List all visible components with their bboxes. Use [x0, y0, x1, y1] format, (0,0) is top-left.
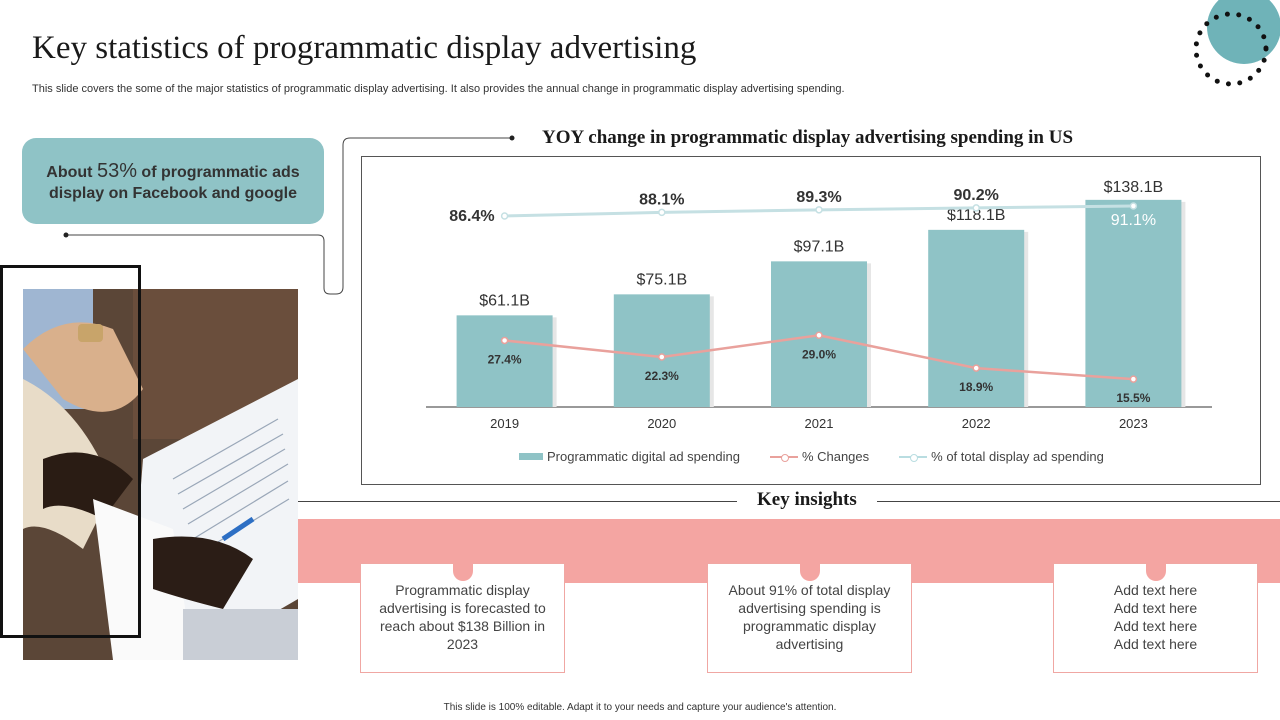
bar-value-label: $75.1B: [636, 271, 687, 288]
changes-data-label: 18.9%: [959, 380, 993, 394]
combo-chart: $61.1B $75.1B $97.1B $118.1B $138.1B 2019 2020…: [426, 179, 1212, 431]
stat-prefix: About: [46, 163, 97, 181]
changes-point: [500, 336, 509, 345]
photo-illustration: [23, 289, 298, 660]
legend-item-changes: % Changes: [769, 449, 870, 464]
insight-text: Programmatic display advertising is fore…: [379, 582, 546, 652]
x-tick-label: 2020: [647, 416, 676, 431]
changes-point: [972, 364, 980, 372]
share-data-label: 90.2%: [954, 187, 999, 204]
changes-data-label: 27.4%: [488, 352, 522, 366]
slide-title: Key statistics of programmatic display a…: [32, 30, 697, 66]
photo-document-review: [23, 289, 298, 660]
legend-item-share: % of total display ad spending: [899, 449, 1104, 464]
chart-legend: Programmatic digital ad spending % Chang…: [519, 449, 1104, 464]
bar: [613, 294, 710, 407]
bar-value-label: $61.1B: [479, 292, 530, 309]
decorative-circle: [1207, 0, 1280, 64]
changes-data-label: 15.5%: [1116, 391, 1150, 405]
insight-card: Programmatic display advertising is fore…: [360, 563, 565, 673]
bar: [1085, 199, 1182, 407]
card-notch: [452, 563, 473, 581]
bar-value-label: $138.1B: [1104, 179, 1164, 196]
chart-container: $61.1B $75.1B $97.1B $118.1B $138.1B 2019 2020…: [361, 156, 1261, 485]
insight-text: Add text here Add text here Add text her…: [1113, 582, 1198, 652]
insight-text: About 91% of total display advertising s…: [728, 582, 891, 652]
share-data-label: 89.3%: [796, 189, 841, 206]
stat-percentage: 53%: [96, 159, 137, 182]
insight-card: Add text here Add text here Add text her…: [1053, 563, 1258, 673]
card-notch: [1145, 563, 1166, 581]
changes-point: [1129, 375, 1138, 383]
slide-subtitle: This slide covers the some of the major …: [32, 83, 845, 95]
legend-label-spending: Programmatic digital ad spending: [547, 449, 740, 464]
share-point: [658, 208, 666, 217]
share-point: [1129, 202, 1138, 210]
bar: [456, 315, 553, 407]
bar-value-label: $118.1B: [947, 207, 1005, 224]
share-point: [500, 212, 509, 220]
bar-value-label: $97.1B: [794, 238, 845, 255]
bar: [928, 229, 1025, 407]
legend-label-changes: % Changes: [801, 449, 870, 464]
legend-item-spending: Programmatic digital ad spending: [519, 449, 740, 464]
photo-frame: [0, 265, 141, 638]
x-tick-label: 2023: [1119, 416, 1148, 431]
share-data-label: 88.1%: [639, 191, 684, 208]
share-data-label: 91.1%: [1111, 212, 1156, 229]
legend-bar-swatch: [519, 453, 543, 460]
chart-title: YOY change in programmatic display adver…: [542, 127, 1074, 148]
decorative-dotted-ring: [1193, 11, 1269, 87]
footer-note: This slide is 100% editable. Adapt it to…: [443, 702, 837, 713]
share-point: [972, 204, 980, 212]
changes-data-label: 29.0%: [802, 347, 836, 361]
x-tick-label: 2021: [805, 416, 834, 431]
changes-point: [658, 353, 666, 361]
x-tick-label: 2022: [962, 416, 991, 431]
insight-card: About 91% of total display advertising s…: [707, 563, 912, 673]
share-data-label: 86.4%: [449, 208, 494, 225]
changes-data-label: 22.3%: [645, 369, 679, 383]
legend-line-swatch: [899, 452, 928, 462]
changes-point: [815, 331, 823, 339]
legend-line-swatch: [769, 452, 798, 462]
legend-label-share: % of total display ad spending: [931, 449, 1104, 464]
x-tick-label: 2019: [490, 416, 519, 431]
share-point: [815, 206, 823, 214]
stat-text: About 53% of programmatic ads display on…: [40, 158, 306, 205]
card-notch: [799, 563, 820, 581]
stat-callout: About 53% of programmatic ads display on…: [22, 138, 324, 224]
insights-title: Key insights: [737, 489, 877, 511]
